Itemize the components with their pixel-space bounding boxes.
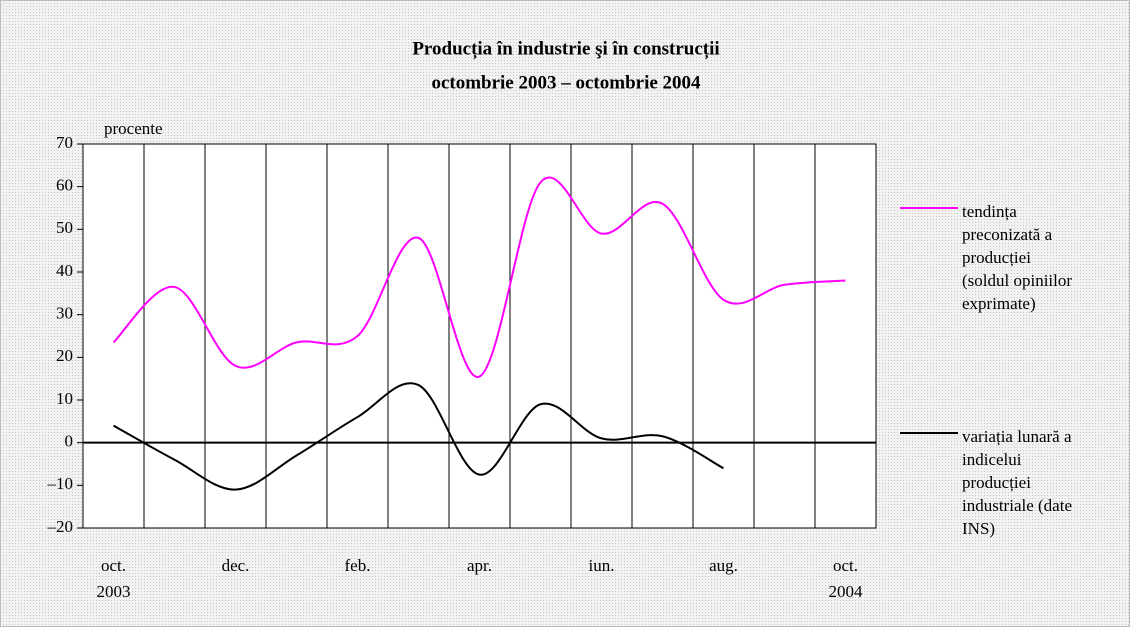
y-axis-label: procente xyxy=(104,119,163,138)
legend-label: variația lunară a indicelui producției i… xyxy=(962,427,1072,538)
plot-area xyxy=(83,144,876,528)
x-tick-year: 2003 xyxy=(97,582,131,601)
x-tick-year: 2004 xyxy=(829,582,864,601)
x-tick-label: feb. xyxy=(345,556,371,575)
x-tick-label: oct. xyxy=(101,556,126,575)
chart-title: Producția în industrie şi în construcții xyxy=(412,38,719,59)
series-line xyxy=(113,382,724,491)
y-tick-label: 10 xyxy=(56,389,73,408)
y-tick-label: 70 xyxy=(56,133,73,152)
x-tick-label: iun. xyxy=(589,556,615,575)
x-tick-label: oct. xyxy=(833,556,858,575)
y-tick-label: –10 xyxy=(47,474,74,493)
y-tick-label: 50 xyxy=(56,218,73,237)
y-tick-label: 60 xyxy=(56,176,73,195)
series-line xyxy=(112,176,846,378)
x-tick-label: dec. xyxy=(222,556,250,575)
y-tick-label: –20 xyxy=(47,517,74,536)
y-tick-label: 0 xyxy=(65,432,74,451)
x-tick-label: apr. xyxy=(467,556,492,575)
y-tick-label: 20 xyxy=(56,346,73,365)
legend-label: tendința preconizată a producției (soldu… xyxy=(962,202,1073,313)
y-tick-label: 40 xyxy=(56,261,73,280)
y-tick-label: 30 xyxy=(56,304,73,323)
plot-border xyxy=(82,143,877,529)
chart-subtitle: octombrie 2003 – octombrie 2004 xyxy=(431,72,701,93)
x-tick-label: aug. xyxy=(709,556,738,575)
